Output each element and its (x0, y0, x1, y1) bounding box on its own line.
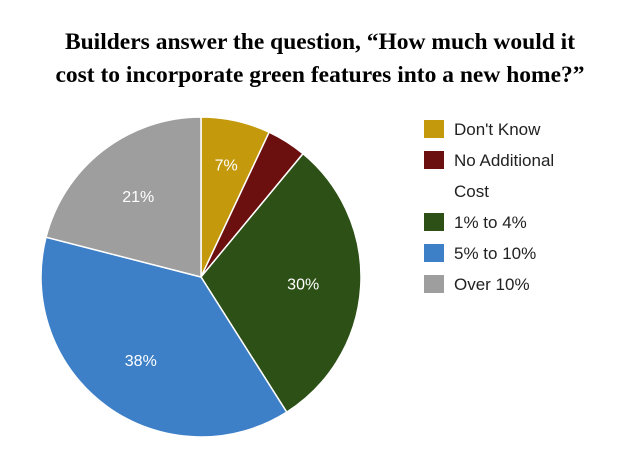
legend-swatch-no-additional-cost (424, 151, 444, 169)
legend-item-no-additional-cost: No Additional Cost (424, 145, 634, 207)
pie-slice-1-to-4- (200, 152, 362, 414)
legend-item-dont-know: Don't Know (424, 114, 634, 145)
legend-swatch-1-to-4 (424, 213, 444, 231)
legend-swatch-dont-know (424, 120, 444, 138)
legend-swatch-over-10 (424, 275, 444, 293)
legend-label-5-to-10: 5% to 10% (454, 244, 537, 263)
chart-title: Builders answer the question, “How much … (0, 26, 640, 92)
pie-data-label-don-t-know: 7% (215, 158, 238, 175)
pie-data-label-5-to-10-: 38% (125, 353, 157, 370)
legend-item-5-to-10: 5% to 10% (424, 238, 634, 269)
legend-label-no-additional-cost-line-2: Cost (454, 182, 489, 201)
legend-label-over-10: Over 10% (454, 275, 530, 294)
pie-slice-over-10- (45, 116, 202, 278)
legend-item-1-to-4: 1% to 4% (424, 207, 634, 238)
legend-swatch-5-to-10 (424, 244, 444, 262)
legend-label-dont-know: Don't Know (454, 120, 541, 139)
legend: Don't Know No Additional Cost 1% to 4% 5… (424, 114, 634, 300)
chart-title-line-2: cost to incorporate green features into … (55, 62, 585, 88)
legend-label-no-additional-cost-line-1: No Additional (454, 151, 555, 170)
legend-label-1-to-4: 1% to 4% (454, 213, 527, 232)
pie-data-label-1-to-4-: 30% (287, 276, 319, 293)
legend-item-over-10: Over 10% (424, 269, 634, 300)
pie-slice-5-to-10- (40, 236, 288, 438)
chart-title-line-1: Builders answer the question, “How much … (64, 29, 576, 55)
pie-data-label-over-10-: 21% (122, 189, 154, 206)
